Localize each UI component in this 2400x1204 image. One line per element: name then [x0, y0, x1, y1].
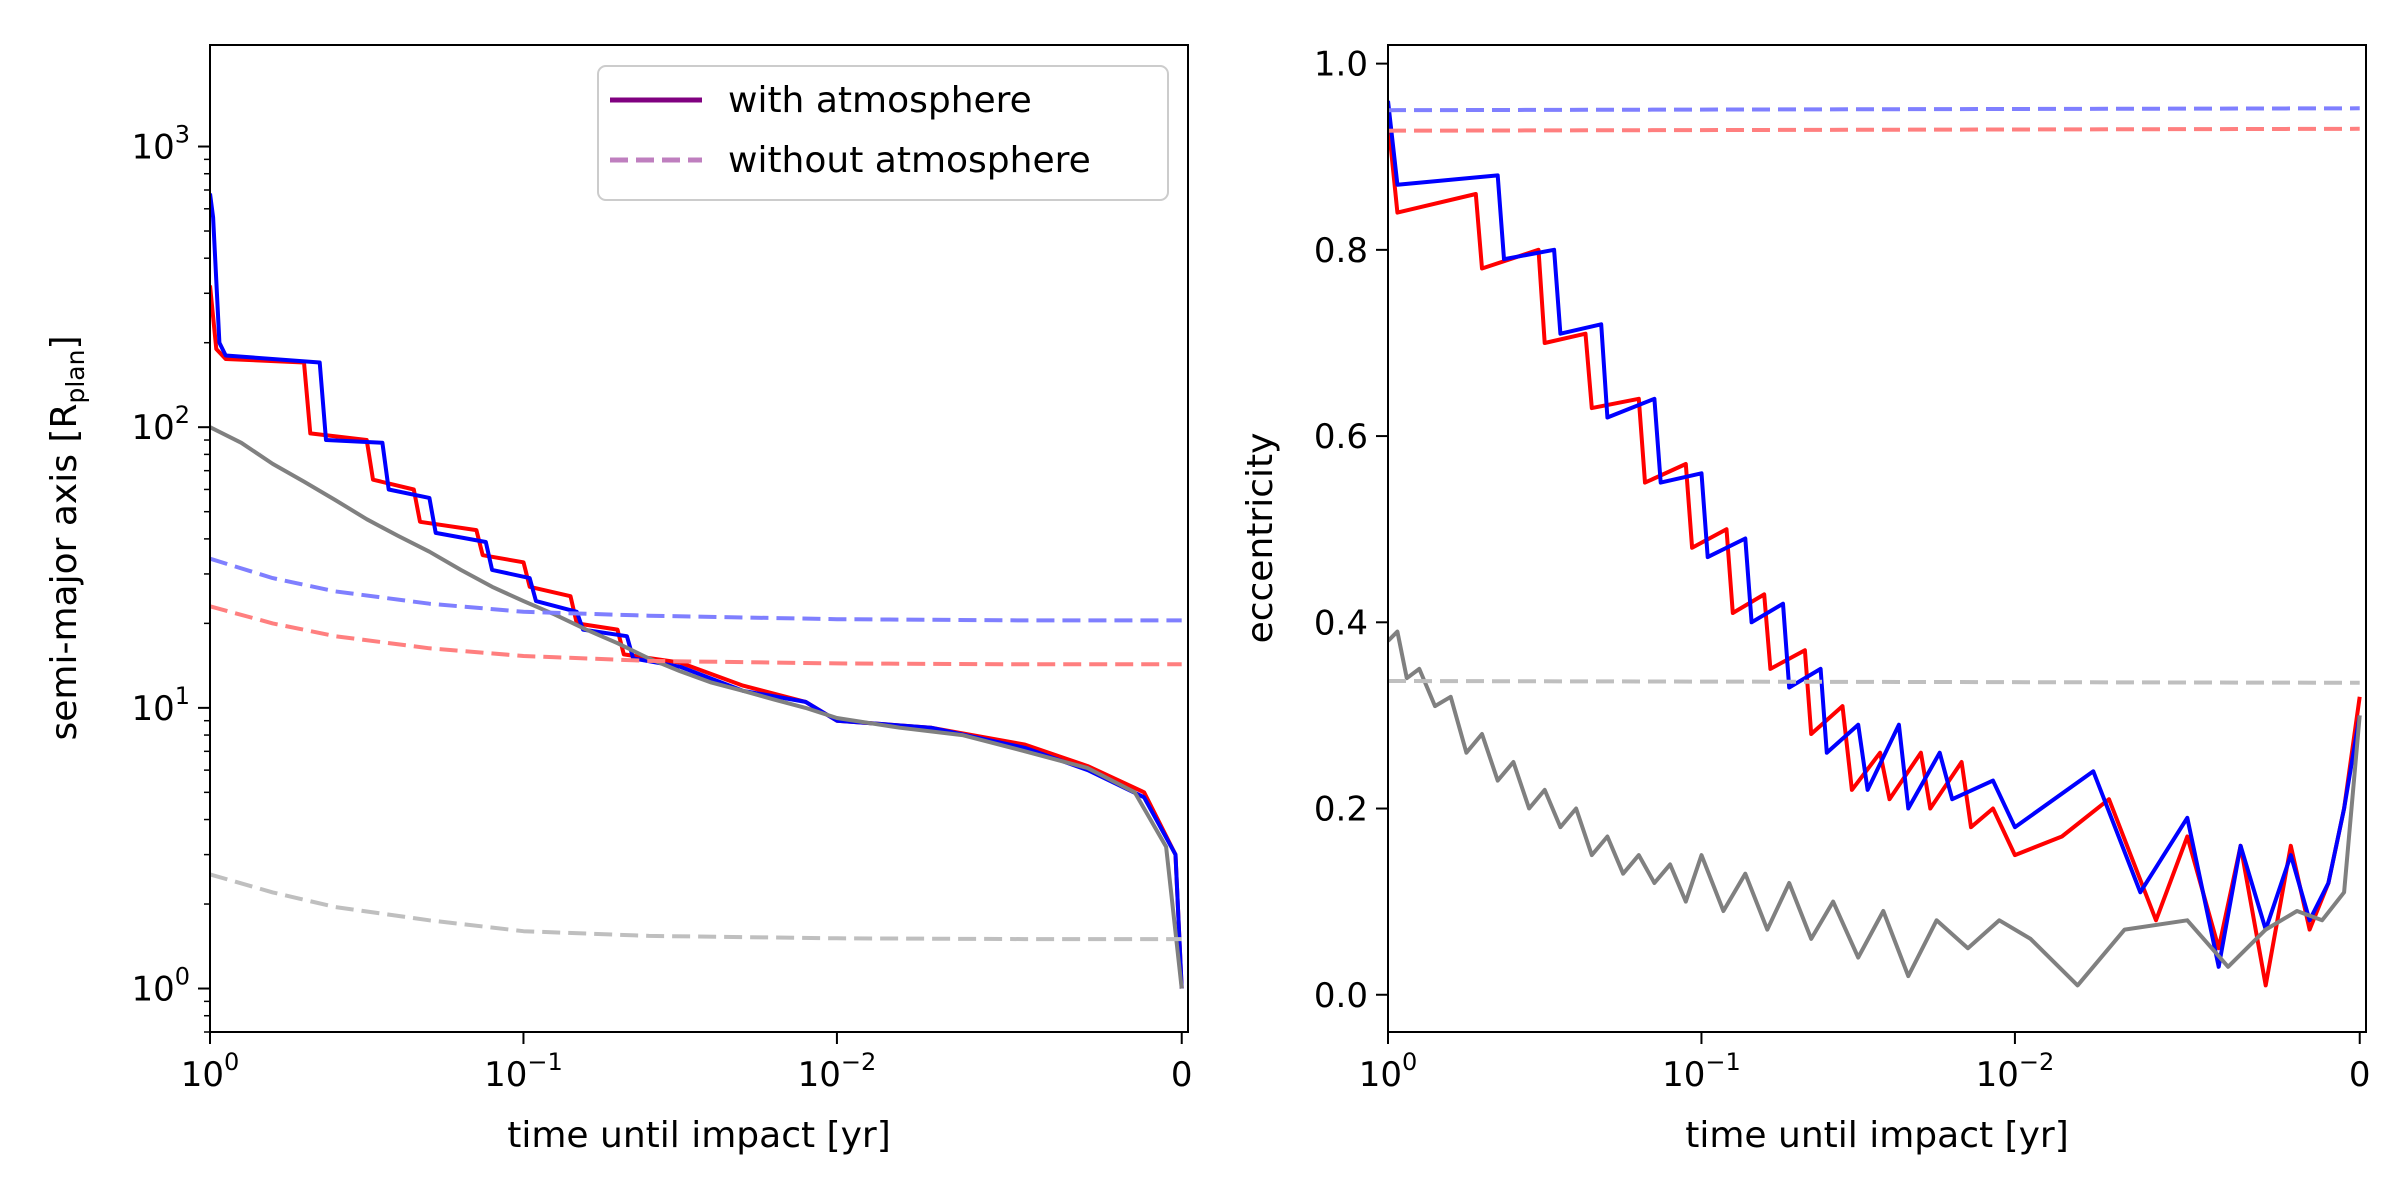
left-y-axis: 100 101 102 103	[131, 121, 210, 1033]
left-y-axis-label: semi-major axis [Rplan]	[44, 335, 90, 740]
right-series-gray-without-atmosphere	[1388, 679, 2360, 685]
right-x-tick-label: 100	[1359, 1048, 1418, 1095]
right-x-tick-label: 10−2	[1976, 1048, 2055, 1095]
right-series-blue-with-atmosphere	[1388, 100, 2362, 969]
right-x-tick-label: 10−1	[1662, 1048, 1741, 1095]
left-x-tick-label: 10−2	[798, 1048, 877, 1095]
right-x-axis: 100 10−1 10−2 0	[1359, 1032, 2371, 1095]
legend: with atmosphere without atmosphere	[597, 65, 1169, 201]
right-panel: 0.0 0.2 0.4 0.6 0.8 1.0 100 10−1 10−2 0 time unt…	[1240, 44, 2371, 1156]
left-y-tick-label: 101	[131, 682, 190, 729]
right-y-tick-label: 0.4	[1314, 603, 1368, 643]
left-x-tick-label: 0	[1171, 1055, 1193, 1095]
left-y-label-close: ]	[44, 335, 85, 349]
left-series-blue-with-atmosphere	[210, 193, 1184, 989]
right-y-tick-label: 1.0	[1314, 45, 1368, 85]
legend-label-without-atmosphere: without atmosphere	[728, 140, 1091, 181]
left-y-tick-label: 103	[131, 121, 190, 168]
right-x-axis-label: time until impact [yr]	[1685, 1115, 2069, 1156]
right-y-tick-label: 0.2	[1314, 790, 1368, 830]
left-y-tick-label: 100	[131, 963, 190, 1010]
left-x-tick-label: 10−1	[484, 1048, 563, 1095]
right-y-tick-label: 0.6	[1314, 417, 1368, 457]
left-y-label-sub: plan	[61, 350, 90, 404]
right-y-axis-label: eccentricity	[1240, 433, 1281, 644]
right-y-axis: 0.0 0.2 0.4 0.6 0.8 1.0	[1314, 45, 1388, 1016]
left-x-axis-label: time until impact [yr]	[507, 1115, 891, 1156]
left-series-red-with-atmosphere	[210, 285, 1184, 989]
right-axes-frame	[1387, 44, 2367, 1033]
right-y-tick-label: 0.8	[1314, 231, 1368, 271]
left-series-blue-without-atmosphere	[210, 556, 1182, 623]
right-series-red-without-atmosphere	[1388, 126, 2360, 133]
left-y-tick-label: 102	[131, 401, 190, 448]
left-y-label-main: semi-major axis [R	[44, 404, 85, 741]
left-series-gray-with-atmosphere	[210, 425, 1184, 989]
right-y-tick-label: 0.0	[1314, 976, 1368, 1016]
left-x-axis: 100 10−1 10−2 0	[181, 1032, 1193, 1095]
right-series-gray-with-atmosphere	[1388, 629, 2362, 988]
left-panel: 100 101 102 103 100 10−1 10−2 0 time until imp…	[44, 44, 1193, 1156]
right-series-group	[1388, 100, 2362, 988]
right-series-red-with-atmosphere	[1388, 119, 2362, 988]
left-series-group	[210, 193, 1184, 989]
left-series-gray-without-atmosphere	[210, 872, 1182, 942]
right-x-tick-label: 0	[2349, 1055, 2371, 1095]
legend-box	[597, 65, 1169, 201]
legend-label-with-atmosphere: with atmosphere	[728, 80, 1032, 121]
left-series-red-without-atmosphere	[210, 604, 1182, 667]
right-series-blue-without-atmosphere	[1388, 106, 2360, 113]
left-x-tick-label: 100	[181, 1048, 240, 1095]
